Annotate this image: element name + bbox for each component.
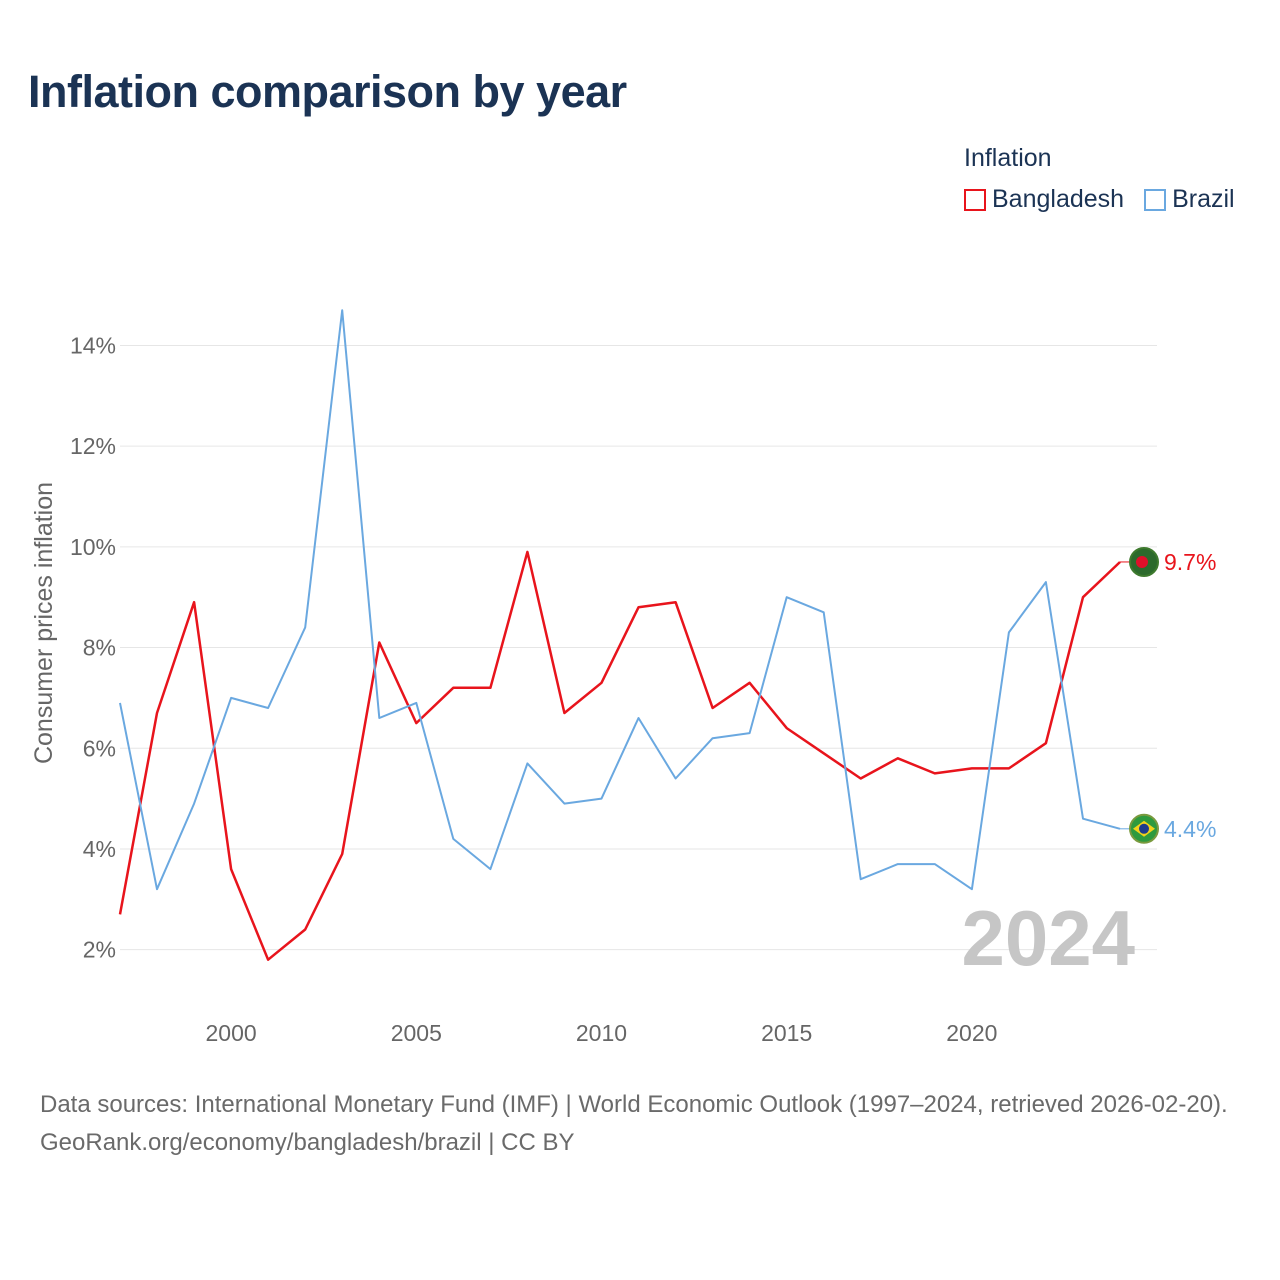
y-tick-label-2: 2% — [83, 937, 116, 963]
y-tick-label-10: 10% — [70, 534, 116, 560]
y-tick-label-4: 4% — [83, 836, 116, 862]
footer: Data sources: International Monetary Fun… — [40, 1086, 1250, 1162]
legend-swatch-bangladesh — [964, 188, 986, 211]
y-tick-label-12: 12% — [70, 433, 116, 459]
legend-swatch-brazil — [1144, 188, 1167, 211]
line-chart: 2024 9.7% 4.4% 2% 4% 6% 8% 10% 12% 14% 2000 2005 2… — [30, 309, 1216, 1046]
series-line-brazil — [119, 309, 1121, 891]
legend-label-brazil: Brazil — [1172, 185, 1235, 213]
y-axis-label: Consumer prices inflation — [30, 482, 58, 764]
x-tick-label-2015: 2015 — [761, 1020, 812, 1046]
legend: Inflation Bangladesh Brazil — [964, 144, 1235, 214]
y-tick-label-6: 6% — [83, 735, 116, 761]
x-tick-label-2010: 2010 — [576, 1020, 627, 1046]
year-watermark: 2024 — [961, 894, 1135, 982]
x-tick-label-2005: 2005 — [391, 1020, 442, 1046]
chart-title: Inflation comparison by year — [28, 66, 627, 117]
x-tick-label-2020: 2020 — [946, 1020, 997, 1046]
x-tick-label-2000: 2000 — [206, 1020, 257, 1046]
series-line-bangladesh — [118, 550, 1121, 961]
end-label-bangladesh: 9.7% — [1164, 549, 1216, 575]
y-tick-label-14: 14% — [70, 332, 116, 358]
legend-label-bangladesh: Bangladesh — [992, 185, 1125, 213]
flag-icon-bangladesh — [1129, 546, 1159, 577]
legend-item-bangladesh[interactable]: Bangladesh — [964, 185, 1124, 214]
y-tick-label-8: 8% — [83, 635, 116, 661]
flag-icon-brazil — [1129, 813, 1159, 844]
end-label-brazil: 4.4% — [1164, 816, 1216, 842]
legend-item-brazil[interactable]: Brazil — [1144, 185, 1235, 214]
source-url[interactable]: GeoRank.org/economy/bangladesh/brazil | … — [40, 1129, 575, 1156]
legend-title: Inflation — [964, 144, 1052, 172]
data-sources: Data sources: International Monetary Fun… — [40, 1091, 1228, 1118]
